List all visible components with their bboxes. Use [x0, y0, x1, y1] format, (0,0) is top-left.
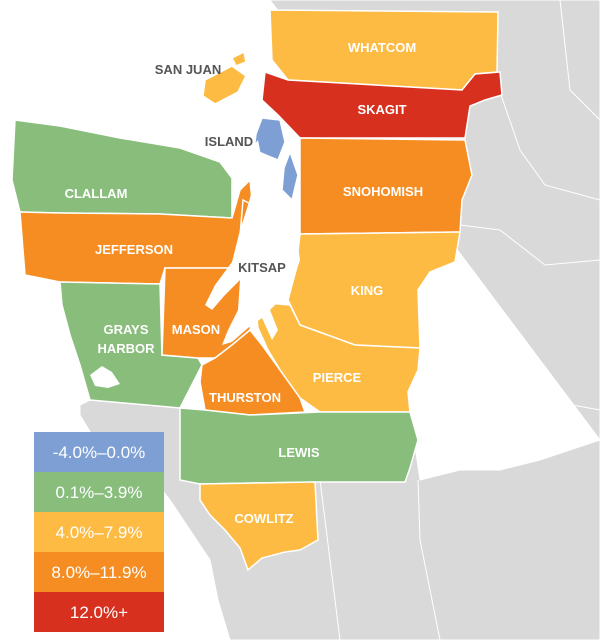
- label-kitsap: KITSAP: [238, 260, 286, 275]
- county-cowlitz[interactable]: [199, 481, 319, 572]
- legend-label-2: 4.0%–7.9%: [56, 523, 143, 542]
- label-grays-harbor-line1: GRAYS: [103, 322, 148, 337]
- legend-label-0: -4.0%–0.0%: [53, 443, 146, 462]
- county-clallam[interactable]: [11, 119, 233, 219]
- legend-item-1: 0.1%–3.9%: [34, 472, 164, 512]
- label-skagit: SKAGIT: [357, 102, 406, 117]
- label-san-juan: SAN JUAN: [155, 62, 221, 77]
- label-clallam: CLALLAM: [65, 186, 128, 201]
- county-pierce[interactable]: [254, 301, 421, 413]
- label-lewis: LEWIS: [278, 445, 319, 460]
- legend-label-3: 8.0%–11.9%: [51, 563, 146, 582]
- label-thurston: THURSTON: [209, 390, 281, 405]
- label-whatcom: WHATCOM: [348, 40, 416, 55]
- legend-item-3: 8.0%–11.9%: [34, 552, 164, 592]
- county-lewis[interactable]: [179, 407, 419, 485]
- legend-item-4: 12.0%+: [34, 592, 164, 632]
- puget-sound-water: [90, 100, 300, 388]
- county-skagit[interactable]: [261, 70, 503, 139]
- county-san-juan[interactable]: [202, 50, 247, 105]
- legend-label-4: 12.0%+: [70, 603, 128, 622]
- legend-item-2: 4.0%–7.9%: [34, 512, 164, 552]
- legend-swatch-0: [34, 432, 164, 472]
- label-snohomish: SNOHOMISH: [343, 184, 423, 199]
- legend-swatch-3: [34, 552, 164, 592]
- county-thurston[interactable]: [199, 328, 307, 416]
- legend-swatch-2: [34, 512, 164, 552]
- label-island: ISLAND: [205, 134, 253, 149]
- label-king: KING: [351, 283, 384, 298]
- label-pierce: PIERCE: [313, 370, 362, 385]
- label-cowlitz: COWLITZ: [234, 511, 293, 526]
- label-mason: MASON: [172, 322, 220, 337]
- legend-swatch-1: [34, 472, 164, 512]
- legend-label-1: 0.1%–3.9%: [56, 483, 143, 502]
- legend-swatch-4: [34, 592, 164, 632]
- county-island[interactable]: [253, 117, 299, 202]
- legend-item-0: -4.0%–0.0%: [34, 432, 164, 472]
- label-grays-harbor-line2: HARBOR: [97, 341, 155, 356]
- county-snohomish[interactable]: [299, 137, 473, 235]
- legend: -4.0%–0.0% 0.1%–3.9% 4.0%–7.9% 8.0%–11.9…: [34, 432, 164, 632]
- label-jefferson: JEFFERSON: [95, 242, 173, 257]
- neighbor-county-borders: [319, 0, 600, 640]
